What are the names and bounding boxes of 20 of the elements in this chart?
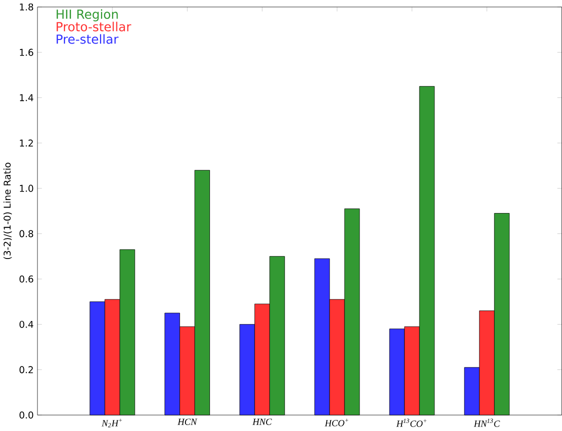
y-tick-label: 0.6 bbox=[20, 276, 34, 283]
x-tick-label: HNC bbox=[252, 418, 272, 426]
y-axis-title: (3-2)/(1-0) Line Ratio bbox=[3, 162, 12, 260]
text: Pre-stellar bbox=[56, 34, 119, 44]
x-tick-label: HN$^{13}$C bbox=[474, 418, 500, 428]
x-tick-label: H$^{13}$CO$^{+}$ bbox=[396, 418, 426, 428]
y-tick-label: 0.2 bbox=[20, 366, 33, 374]
y-tick-label: 1.6 bbox=[20, 48, 34, 56]
y-tick-label: 1.4 bbox=[20, 94, 34, 102]
y-tick-label: 0.4 bbox=[20, 320, 34, 328]
y-tick-label: 0.8 bbox=[20, 230, 34, 238]
y-tick-label: 1.8 bbox=[20, 4, 34, 11]
text: Proto-stellar bbox=[56, 22, 132, 32]
y-tick-label: 1.0 bbox=[20, 184, 34, 192]
x-tick-label: HCO$^{+}$ bbox=[324, 418, 348, 426]
y-tick-label: 0.0 bbox=[20, 412, 34, 419]
text: HII Region bbox=[56, 9, 118, 22]
x-tick-label: N$_{2}$H$^{+}$ bbox=[102, 418, 122, 428]
y-tick-label: 1.2 bbox=[20, 140, 33, 147]
x-tick-label: HCN bbox=[178, 418, 198, 426]
